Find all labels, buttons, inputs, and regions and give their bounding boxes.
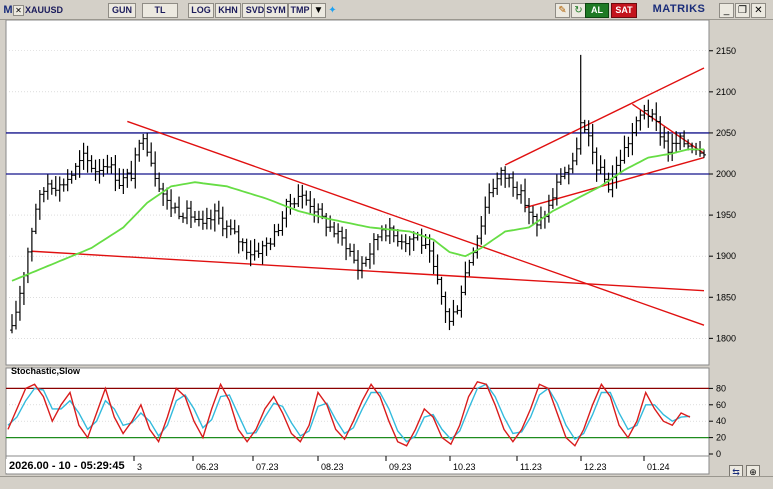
date-tick-label: 11.23 bbox=[520, 462, 542, 472]
trendline bbox=[524, 156, 705, 209]
buy-button[interactable]: AL bbox=[585, 3, 609, 18]
stochastic-levels bbox=[6, 387, 709, 439]
chevron-down-icon[interactable]: ▼ bbox=[311, 3, 326, 18]
price-tick-label: 2050 bbox=[716, 128, 736, 138]
moving-average-line bbox=[11, 148, 704, 282]
stochastic-tick-label: 0 bbox=[716, 449, 721, 459]
tmp-button[interactable]: TMP bbox=[288, 3, 312, 18]
date-tick-label: 09.23 bbox=[389, 462, 412, 472]
price-tick-label: 1800 bbox=[716, 333, 736, 343]
chart-canvas[interactable]: 1800 1850 1900 1950 2000 2050 2100 2150 0 20 40 60… bbox=[0, 20, 773, 476]
sell-button[interactable]: SAT bbox=[611, 3, 637, 18]
stochastic-tick-label: 20 bbox=[716, 433, 726, 443]
trendlines bbox=[31, 67, 705, 326]
price-tick-label: 2100 bbox=[716, 87, 736, 97]
bird-icon[interactable]: ✦ bbox=[328, 5, 337, 16]
stochastic-tick-label: 40 bbox=[716, 416, 726, 426]
stochastic-tick-label: 80 bbox=[716, 383, 726, 393]
date-tick-label: 01.24 bbox=[647, 462, 670, 472]
sym-button[interactable]: SYM bbox=[264, 3, 288, 18]
matriks-logo: M bbox=[3, 4, 13, 16]
price-tick-label: 1850 bbox=[716, 292, 736, 302]
date-tick-label: 3 bbox=[137, 462, 142, 472]
price-tick-label: 2000 bbox=[716, 169, 736, 179]
status-bar bbox=[0, 476, 773, 489]
matriks-brand: MATRIKS bbox=[652, 3, 706, 15]
price-tick-label: 1900 bbox=[716, 251, 736, 261]
moving-average bbox=[11, 148, 704, 282]
price-tick-label: 1950 bbox=[716, 210, 736, 220]
price-panel[interactable] bbox=[5, 20, 710, 366]
chart-toolbar: M ✕ XAUUSD GUN TL LOG KHN SVD SYM TMP ▼ … bbox=[0, 0, 773, 20]
restore-icon[interactable]: ❐ bbox=[735, 3, 750, 18]
refresh-icon[interactable]: ↻ bbox=[571, 3, 586, 18]
date-tick-label: 10.23 bbox=[453, 462, 476, 472]
stochastic-tick-label: 60 bbox=[716, 400, 726, 410]
stochastic-lines bbox=[7, 380, 691, 447]
trendline bbox=[31, 250, 705, 292]
crosshair-datetime: 2026.00 - 10 - 05:29:45 bbox=[6, 459, 128, 473]
trendline bbox=[504, 67, 705, 166]
period-button[interactable]: GUN bbox=[108, 3, 136, 18]
edit-icon[interactable]: ✎ bbox=[555, 3, 570, 18]
currency-button[interactable]: TL bbox=[142, 3, 178, 18]
date-tick-label: 06.23 bbox=[196, 462, 219, 472]
date-axis: 3 06.23 07.23 08.23 09.23 10.23 11.23 12.23 01.2… bbox=[133, 456, 670, 472]
stochastic-title: Stochastic,Slow bbox=[11, 366, 81, 376]
stochastic-k-line bbox=[7, 380, 691, 447]
date-tick-label: 07.23 bbox=[256, 462, 279, 472]
stochastic-axis: 0 20 40 60 80 bbox=[709, 383, 726, 459]
price-tick-label: 2150 bbox=[716, 46, 736, 56]
log-button[interactable]: LOG bbox=[188, 3, 214, 18]
close-icon[interactable]: ✕ bbox=[751, 3, 766, 18]
price-axis: 1800 1850 1900 1950 2000 2050 2100 2150 bbox=[709, 46, 736, 343]
price-bars bbox=[10, 54, 706, 334]
date-tick-label: 08.23 bbox=[321, 462, 344, 472]
trendline bbox=[127, 120, 705, 326]
close-symbol-icon[interactable]: ✕ bbox=[13, 5, 24, 16]
date-tick-label: 12.23 bbox=[584, 462, 607, 472]
symbol-selector[interactable]: XAUUSD bbox=[25, 5, 64, 15]
minimize-icon[interactable]: _ bbox=[719, 3, 734, 18]
khn-button[interactable]: KHN bbox=[215, 3, 241, 18]
